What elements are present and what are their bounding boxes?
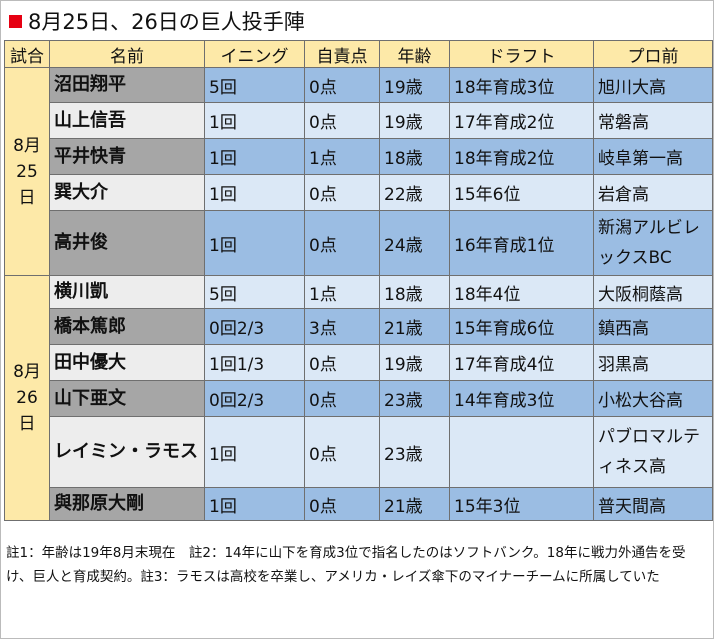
previous-team-cell: 鎮西高	[593, 308, 713, 345]
pitcher-name: 巽大介	[49, 174, 205, 211]
earned-runs-cell: 1点	[304, 275, 380, 309]
pitchers-table: 試合 名前 イニング 自責点 年齢 ドラフト プロ前 8月 25 日 沼田翔平 …	[4, 40, 713, 521]
innings-cell: 1回	[204, 102, 305, 139]
previous-team-cell: 普天間高	[593, 487, 713, 521]
pitcher-name: 山上信吾	[49, 102, 205, 139]
earned-runs-cell: 0点	[304, 344, 380, 381]
earned-runs-cell: 0点	[304, 102, 380, 139]
draft-cell: 17年育成2位	[449, 102, 594, 139]
previous-team-cell: 岐阜第一高	[593, 138, 713, 175]
draft-cell: 14年育成3位	[449, 380, 594, 417]
earned-runs-cell: 0点	[304, 210, 380, 276]
table-row: 山下亜文 0回2/3 0点 23歳 14年育成3位 小松大谷高	[5, 380, 713, 417]
age-cell: 18歳	[379, 138, 450, 175]
age-cell: 18歳	[379, 275, 450, 309]
footnote: 註1：年齢は19年8月末現在 註2：14年に山下を育成3位で指名したのはソフトバ…	[6, 545, 686, 585]
table-row: 山上信吾 1回 0点 19歳 17年育成2位 常磐高	[5, 102, 713, 139]
innings-cell: 1回	[204, 487, 305, 521]
pitcher-name: 横川凱	[49, 275, 205, 309]
age-cell: 23歳	[379, 380, 450, 417]
header-draft: ドラフト	[449, 40, 594, 68]
innings-cell: 1回	[204, 210, 305, 276]
previous-team-cell: パブロマルティネス高	[593, 416, 713, 488]
pitcher-name: 平井快青	[49, 138, 205, 175]
previous-team-cell: 新潟アルビレックスBC	[593, 210, 713, 276]
innings-cell: 1回	[204, 174, 305, 211]
earned-runs-cell: 0点	[304, 67, 380, 103]
age-cell: 19歳	[379, 344, 450, 381]
pitcher-name: 橋本篤郎	[49, 308, 205, 345]
table-row: レイミン・ラモス 1回 0点 23歳 パブロマルティネス高	[5, 416, 713, 488]
header-game: 試合	[4, 40, 50, 68]
header-innings: イニング	[204, 40, 305, 68]
draft-cell: 15年3位	[449, 487, 594, 521]
pitcher-name: 山下亜文	[49, 380, 205, 417]
draft-cell: 18年育成2位	[449, 138, 594, 175]
innings-cell: 5回	[204, 275, 305, 309]
draft-cell: 15年育成6位	[449, 308, 594, 345]
draft-cell: 18年4位	[449, 275, 594, 309]
table-row: 與那原大剛 1回 0点 21歳 15年3位 普天間高	[5, 487, 713, 521]
table-row: 8月 26 日 横川凱 5回 1点 18歳 18年4位 大阪桐蔭高	[4, 275, 713, 521]
pitcher-name: レイミン・ラモス	[49, 416, 205, 488]
header-row: 試合 名前 イニング 自責点 年齢 ドラフト プロ前	[4, 40, 713, 68]
earned-runs-cell: 0点	[304, 416, 380, 488]
table-row: 巽大介 1回 0点 22歳 15年6位 岩倉高	[5, 174, 713, 211]
pitcher-name: 田中優大	[49, 344, 205, 381]
age-cell: 24歳	[379, 210, 450, 276]
header-name: 名前	[49, 40, 205, 68]
previous-team-cell: 羽黒高	[593, 344, 713, 381]
previous-team-cell: 岩倉高	[593, 174, 713, 211]
earned-runs-cell: 0点	[304, 174, 380, 211]
innings-cell: 1回	[204, 416, 305, 488]
header-earned-runs: 自責点	[304, 40, 380, 68]
innings-cell: 0回2/3	[204, 308, 305, 345]
age-cell: 21歳	[379, 308, 450, 345]
header-age: 年齢	[379, 40, 450, 68]
earned-runs-cell: 3点	[304, 308, 380, 345]
age-cell: 23歳	[379, 416, 450, 488]
table-row: 橋本篤郎 0回2/3 3点 21歳 15年育成6位 鎮西高	[5, 308, 713, 345]
pitcher-name: 高井俊	[49, 210, 205, 276]
table-row: 8月 25 日 沼田翔平 5回 0点 19歳 18年育成3位 旭川大高	[4, 67, 713, 276]
age-cell: 22歳	[379, 174, 450, 211]
page-title: 8月25日、26日の巨人投手陣	[9, 6, 305, 36]
innings-cell: 1回	[204, 138, 305, 175]
innings-cell: 0回2/3	[204, 380, 305, 417]
earned-runs-cell: 1点	[304, 138, 380, 175]
table-row: 平井快青 1回 1点 18歳 18年育成2位 岐阜第一高	[5, 138, 713, 175]
previous-team-cell: 大阪桐蔭高	[593, 275, 713, 309]
draft-cell	[449, 416, 594, 488]
pitcher-name: 沼田翔平	[49, 67, 205, 103]
previous-team-cell: 常磐高	[593, 102, 713, 139]
table-row: 高井俊 1回 0点 24歳 16年育成1位 新潟アルビレックスBC	[5, 210, 713, 276]
draft-cell: 16年育成1位	[449, 210, 594, 276]
age-cell: 21歳	[379, 487, 450, 521]
earned-runs-cell: 0点	[304, 487, 380, 521]
draft-cell: 18年育成3位	[449, 67, 594, 103]
previous-team-cell: 旭川大高	[593, 67, 713, 103]
pitcher-name: 與那原大剛	[49, 487, 205, 521]
earned-runs-cell: 0点	[304, 380, 380, 417]
date-cell-aug25: 8月 25 日	[4, 67, 50, 276]
red-square-icon	[9, 14, 22, 28]
table-row: 田中優大 1回1/3 0点 19歳 17年育成4位 羽黒高	[5, 344, 713, 381]
draft-cell: 15年6位	[449, 174, 594, 211]
innings-cell: 5回	[204, 67, 305, 103]
age-cell: 19歳	[379, 102, 450, 139]
header-previous-team: プロ前	[593, 40, 713, 68]
page-title-text: 8月25日、26日の巨人投手陣	[28, 10, 305, 34]
date-cell-aug26: 8月 26 日	[4, 275, 50, 521]
draft-cell: 17年育成4位	[449, 344, 594, 381]
previous-team-cell: 小松大谷高	[593, 380, 713, 417]
age-cell: 19歳	[379, 67, 450, 103]
innings-cell: 1回1/3	[204, 344, 305, 381]
